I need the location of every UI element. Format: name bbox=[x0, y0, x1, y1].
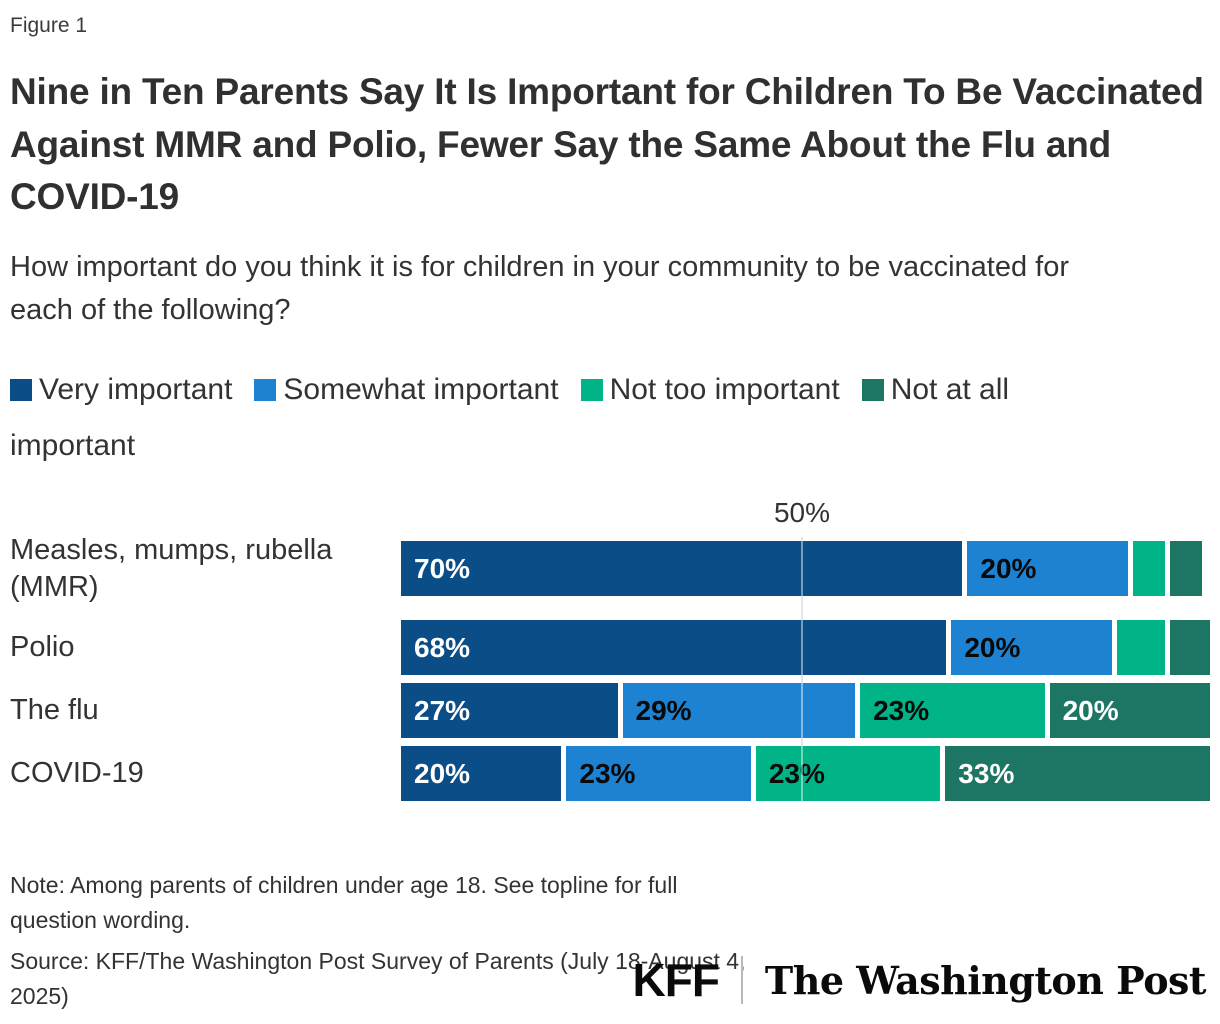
bar-value-label: 33% bbox=[958, 757, 1015, 789]
legend-label: Not at all important bbox=[10, 373, 1010, 462]
bar-value-label: 70% bbox=[414, 552, 471, 584]
bar-value-label: 20% bbox=[1062, 694, 1119, 726]
bar-segment-not-at-all-important: 20% bbox=[1049, 683, 1210, 738]
bar-segment-not-at-all-important: 33% bbox=[945, 746, 1210, 801]
chart-row-covid-19: COVID-19 20% 23% 23% 33% bbox=[10, 746, 1210, 801]
category-label: COVID-19 bbox=[10, 757, 144, 790]
legend-label: Somewhat important bbox=[283, 373, 559, 406]
kff-logo: KFF bbox=[632, 954, 720, 1006]
chart-row-polio: Polio 68% 20% bbox=[10, 620, 1210, 675]
chart-note: Note: Among parents of children under ag… bbox=[10, 872, 678, 933]
logo-divider bbox=[740, 956, 743, 1004]
logo-row: KFF The Washington Post bbox=[633, 950, 1207, 1010]
stacked-bar-chart: 50% Measles, mumps, rubella (MMR) 70% 20% P… bbox=[10, 497, 1210, 807]
category-label: Measles, mumps, rubella (MMR) bbox=[10, 533, 333, 603]
legend-item-not-too-important: Not too important bbox=[580, 373, 858, 406]
bar-value-label: 23% bbox=[579, 757, 636, 789]
bar-value-label: 20% bbox=[980, 552, 1037, 584]
bar-segment-not-too-important: 23% bbox=[860, 683, 1045, 738]
bar-segment-very-important: 70% bbox=[401, 541, 963, 596]
bar-value-label: 68% bbox=[414, 631, 471, 663]
chart-rows: Measles, mumps, rubella (MMR) 70% 20% Polio… bbox=[10, 534, 1210, 809]
legend-label: Very important bbox=[39, 373, 233, 406]
bar-segment-not-too-important: 23% bbox=[755, 746, 941, 801]
bar-segment-not-too-important bbox=[1116, 620, 1165, 675]
bar-value-label: 20% bbox=[414, 757, 471, 789]
bar-segment-somewhat-important: 23% bbox=[566, 746, 751, 801]
legend-swatch-somewhat-important-icon bbox=[254, 379, 277, 401]
bar-segment-very-important: 20% bbox=[401, 746, 562, 801]
chart-legend: Very important Somewhat important Not too … bbox=[10, 362, 1102, 474]
legend-swatch-not-at-all-important-icon bbox=[861, 379, 884, 401]
category-label: The flu bbox=[10, 694, 99, 727]
bar-segment-not-at-all-important bbox=[1169, 541, 1202, 596]
bar-segment-somewhat-important: 20% bbox=[967, 541, 1128, 596]
legend-item-not-at-all-important: Not at all important bbox=[10, 373, 1009, 462]
bar-segment-very-important: 27% bbox=[401, 683, 618, 738]
bar-value-label: 23% bbox=[873, 694, 930, 726]
bar-value-label: 20% bbox=[964, 631, 1021, 663]
figure-label: Figure 1 bbox=[10, 14, 88, 37]
bar-segment-somewhat-important: 20% bbox=[951, 620, 1112, 675]
bar-track: 20% 23% 23% 33% bbox=[401, 746, 1210, 801]
bar-track: 68% 20% bbox=[401, 620, 1210, 675]
bar-track: 27% 29% 23% 20% bbox=[401, 683, 1210, 738]
chart-row-measles-mumps-rubella-mmr: Measles, mumps, rubella (MMR) 70% 20% bbox=[10, 534, 1210, 603]
bar-segment-somewhat-important: 29% bbox=[622, 683, 856, 738]
chart-source: Source: KFF/The Washington Post Survey o… bbox=[10, 948, 746, 1009]
legend-swatch-very-important-icon bbox=[10, 379, 32, 401]
chart-subtitle: How important do you think it is for chi… bbox=[10, 251, 1069, 327]
legend-item-somewhat-important: Somewhat important bbox=[254, 373, 576, 406]
bar-value-label: 29% bbox=[635, 694, 692, 726]
legend-swatch-not-too-important-icon bbox=[580, 379, 603, 401]
bar-segment-very-important: 68% bbox=[401, 620, 947, 675]
chart-title: Nine in Ten Parents Say It Is Important … bbox=[10, 71, 1204, 218]
washington-post-logo: The Washington Post bbox=[764, 957, 1207, 1003]
legend-item-very-important: Very important bbox=[10, 373, 250, 406]
bar-value-label: 23% bbox=[768, 757, 825, 789]
legend-label: Not too important bbox=[609, 373, 840, 406]
bar-segment-not-at-all-important bbox=[1169, 620, 1210, 675]
gridline-label-50: 50% bbox=[773, 497, 831, 528]
bar-segment-not-too-important bbox=[1132, 541, 1165, 596]
bar-value-label: 27% bbox=[414, 694, 471, 726]
bar-track: 70% 20% bbox=[401, 541, 1210, 596]
chart-row-the-flu: The flu 27% 29% 23% 20% bbox=[10, 683, 1210, 738]
category-label: Polio bbox=[10, 631, 75, 664]
